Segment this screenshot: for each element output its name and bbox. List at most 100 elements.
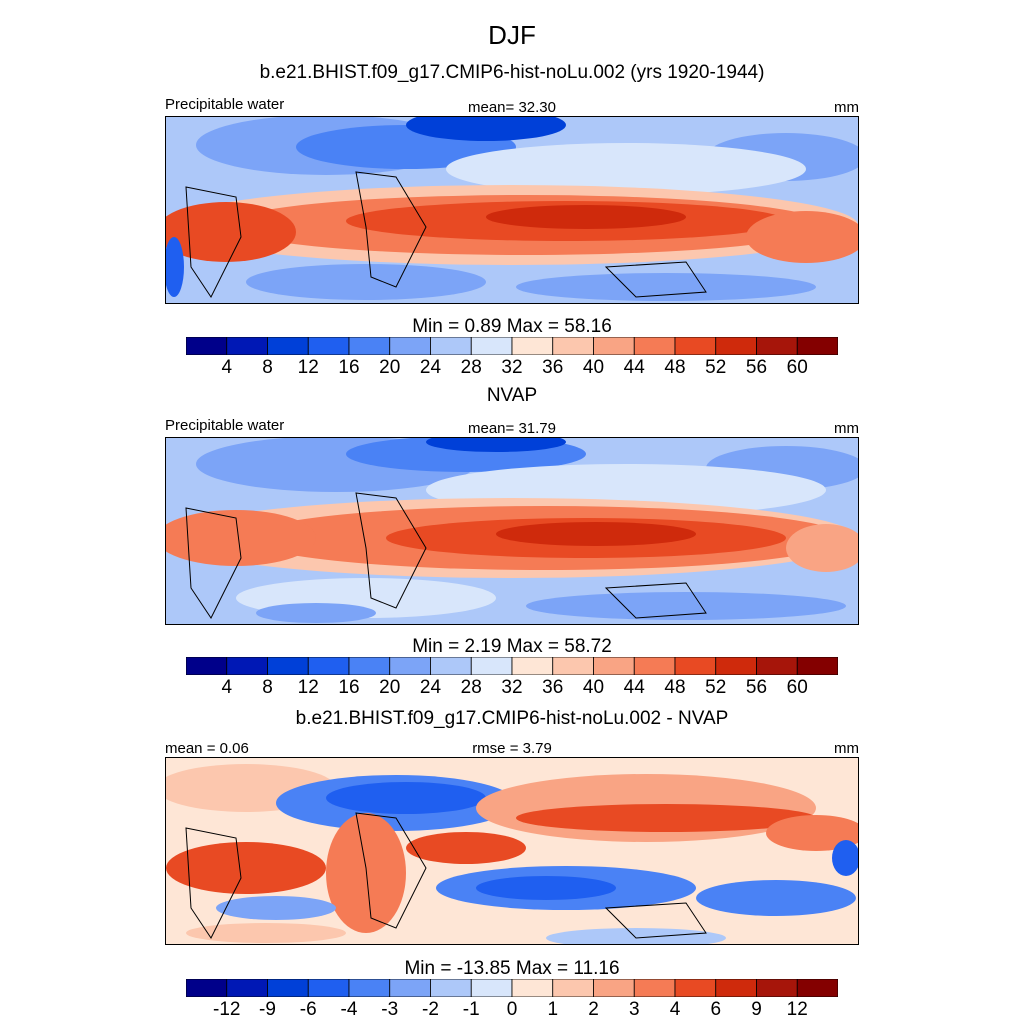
colorbar-1-swatch [348, 337, 391, 355]
colorbar-2-tick-label: 32 [501, 677, 523, 698]
colorbar-1-tick-label: 48 [664, 357, 686, 378]
panel-2-mean-label: mean= 31.79 [468, 420, 556, 437]
panel-3-mean-label: mean = 0.06 [165, 740, 249, 757]
colorbar-1-swatch [267, 337, 309, 355]
colorbar-2-swatch [348, 657, 391, 675]
colorbar-3-tick-label: 9 [751, 999, 762, 1020]
colorbar-2-swatch [593, 657, 635, 675]
colorbar-2-swatch [715, 657, 757, 675]
colorbar-3-tick-label: 6 [710, 999, 722, 1020]
colorbar-1-tick-label: 24 [419, 357, 442, 378]
colorbar-2-tick-label: 12 [297, 677, 319, 698]
panel-2-field [166, 438, 858, 624]
colorbar-2-tick-label: 60 [786, 677, 808, 698]
colorbar-2-swatch [186, 657, 228, 675]
panel-1-map [165, 116, 859, 304]
colorbar-2-tick-label: 28 [460, 677, 482, 698]
colorbar-2-swatch [267, 657, 309, 675]
colorbar-3-tick-label: -2 [422, 999, 439, 1020]
colorbar-3-tick-label: 4 [669, 999, 681, 1020]
panel-1-minmax: Min = 0.89 Max = 58.16 [412, 316, 612, 337]
colorbar-1-swatch [756, 337, 798, 355]
colorbar-2-swatch [674, 657, 717, 675]
colorbar-2-swatch [430, 657, 472, 675]
colorbar-2-tick-label: 36 [542, 677, 564, 698]
colorbar-3-tick-label: 12 [786, 999, 808, 1020]
panel-3-colorbar-svg [186, 979, 838, 997]
colorbar-3-swatch [756, 979, 798, 997]
colorbar-3-swatch [552, 979, 594, 997]
colorbar-2-tick-label: 40 [582, 677, 605, 698]
colorbar-1-swatch [674, 337, 717, 355]
colorbar-2-swatch [470, 657, 513, 675]
colorbar-1-tick-label: 36 [542, 357, 564, 378]
colorbar-3-swatch [267, 979, 309, 997]
colorbar-2-tick-label: 48 [664, 677, 686, 698]
colorbar-3-tick-label: 3 [628, 999, 640, 1020]
colorbar-1-swatch [552, 337, 594, 355]
colorbar-2-tick-label: 16 [338, 677, 360, 698]
colorbar-3-swatch [715, 979, 757, 997]
colorbar-1-tick-label: 32 [501, 357, 523, 378]
panel-1-mean-label: mean= 32.30 [468, 99, 556, 116]
colorbar-2-swatch [633, 657, 676, 675]
colorbar-1-tick-label: 44 [623, 357, 645, 378]
colorbar-3-swatch [674, 979, 717, 997]
colorbar-2-swatch [226, 657, 268, 675]
panel-1-title: b.e21.BHIST.f09_g17.CMIP6-hist-noLu.002 … [259, 62, 765, 83]
colorbar-2-swatch [389, 657, 431, 675]
figure-title: DJF [488, 20, 536, 50]
panel-1-units-label: mm [834, 99, 859, 116]
colorbar-3-swatch [593, 979, 635, 997]
panel-2-colorbar [186, 657, 838, 675]
colorbar-3-tick-label: 0 [506, 999, 518, 1020]
colorbar-1-swatch [389, 337, 431, 355]
panel-1-left-label: Precipitable water [165, 96, 285, 113]
colorbar-1-swatch [307, 337, 350, 355]
panel-2-title: NVAP [486, 385, 538, 406]
colorbar-1-tick-label: 8 [262, 357, 273, 378]
colorbar-2-tick-label: 56 [745, 677, 768, 698]
colorbar-2-tick-label: 52 [705, 677, 727, 698]
panel-1-colorbar [186, 337, 838, 355]
colorbar-1-tick-label: 28 [460, 357, 482, 378]
panel-1-field [166, 117, 858, 303]
colorbar-3-swatch [430, 979, 472, 997]
panel-2-units-label: mm [834, 420, 859, 437]
colorbar-2-tick-label: 24 [419, 677, 442, 698]
colorbar-2-swatch [796, 657, 838, 675]
colorbar-3-swatch [348, 979, 391, 997]
colorbar-1-swatch [633, 337, 676, 355]
panel-3-units-label: mm [834, 740, 859, 757]
panel-2-left-label: Precipitable water [165, 417, 285, 434]
colorbar-1-swatch [226, 337, 268, 355]
colorbar-3-tick-label: -4 [340, 999, 358, 1020]
panel-3-colorbar [186, 979, 838, 997]
panel-2-colorbar-svg [186, 657, 838, 675]
colorbar-3-tick-label: -6 [299, 999, 317, 1020]
colorbar-1-tick-label: 4 [221, 357, 233, 378]
colorbar-3-tick-label: 2 [588, 999, 599, 1020]
colorbar-3-tick-label: -12 [213, 999, 241, 1020]
colorbar-3-swatch [633, 979, 676, 997]
colorbar-3-swatch [389, 979, 431, 997]
colorbar-3-swatch [470, 979, 513, 997]
colorbar-1-tick-label: 40 [582, 357, 605, 378]
panel-3-map [165, 757, 859, 945]
colorbar-3-tick-label: -1 [462, 999, 480, 1020]
colorbar-2-swatch [756, 657, 798, 675]
panel-3-title: b.e21.BHIST.f09_g17.CMIP6-hist-noLu.002 … [295, 708, 729, 729]
panel-2-minmax: Min = 2.19 Max = 58.72 [412, 636, 612, 657]
colorbar-3-tick-label: -9 [259, 999, 276, 1020]
colorbar-3-swatch [307, 979, 350, 997]
colorbar-2-tick-label: 8 [262, 677, 273, 698]
colorbar-1-tick-label: 20 [379, 357, 401, 378]
colorbar-1-swatch [470, 337, 513, 355]
colorbar-1-tick-label: 52 [705, 357, 727, 378]
colorbar-1-tick-label: 56 [745, 357, 768, 378]
colorbar-1-swatch [511, 337, 554, 355]
colorbar-3-swatch [186, 979, 228, 997]
colorbar-2-swatch [511, 657, 554, 675]
colorbar-2-tick-label: 20 [379, 677, 401, 698]
colorbar-1-swatch [186, 337, 228, 355]
